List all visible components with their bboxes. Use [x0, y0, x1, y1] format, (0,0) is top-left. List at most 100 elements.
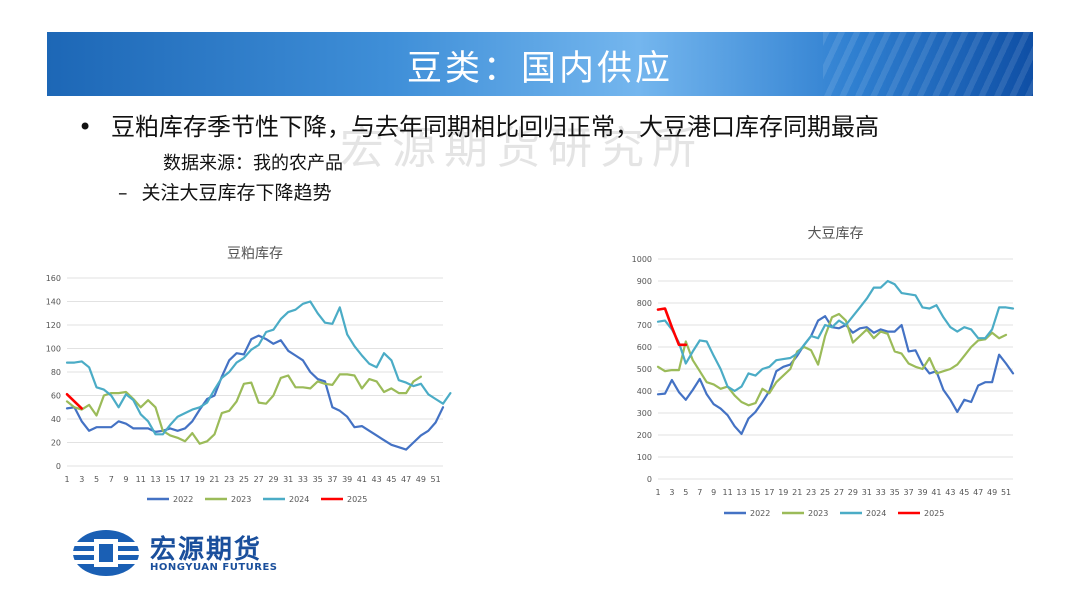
- logo-english-name: HONGYUAN FUTURES: [150, 562, 278, 573]
- y-tick-label: 0: [56, 462, 61, 471]
- x-tick-label: 29: [268, 475, 278, 484]
- legend-label-2025: 2025: [924, 509, 944, 518]
- y-tick-label: 80: [51, 368, 61, 377]
- series-line-2025: [656, 307, 688, 347]
- y-tick-label: 140: [46, 298, 61, 307]
- x-tick-label: 31: [862, 488, 872, 497]
- y-tick-label: 160: [46, 274, 61, 283]
- legend-label-2023: 2023: [808, 509, 828, 518]
- x-tick-label: 21: [792, 488, 802, 497]
- y-tick-label: 900: [637, 277, 652, 286]
- x-tick-label: 37: [327, 475, 337, 484]
- x-tick-label: 27: [834, 488, 844, 497]
- x-tick-label: 51: [1001, 488, 1011, 497]
- watermark: 宏源期货研究所: [340, 123, 704, 174]
- x-tick-label: 3: [79, 475, 84, 484]
- legend-label-2022: 2022: [750, 509, 770, 518]
- x-tick-label: 11: [723, 488, 733, 497]
- x-tick-label: 9: [711, 488, 716, 497]
- x-tick-label: 21: [209, 475, 219, 484]
- y-tick-label: 0: [647, 475, 652, 484]
- legend-label-2024: 2024: [289, 495, 309, 504]
- series-line-2023: [656, 312, 1008, 407]
- x-tick-label: 3: [669, 488, 674, 497]
- x-tick-label: 35: [313, 475, 323, 484]
- series-line-2024: [65, 300, 452, 436]
- data-source-note: 数据来源：我的农产品: [163, 153, 343, 174]
- x-tick-label: 43: [945, 488, 955, 497]
- series-line-2025: [65, 393, 84, 410]
- series-line-2023: [65, 373, 422, 445]
- page-title: 豆类：国内供应: [406, 49, 673, 89]
- x-tick-label: 1: [655, 488, 660, 497]
- x-tick-label: 15: [750, 488, 760, 497]
- legend-label-2025: 2025: [347, 495, 367, 504]
- x-tick-label: 41: [931, 488, 941, 497]
- x-tick-label: 23: [224, 475, 234, 484]
- x-tick-label: 17: [764, 488, 774, 497]
- x-tick-label: 25: [820, 488, 830, 497]
- x-tick-label: 49: [987, 488, 997, 497]
- series-line-2022: [656, 315, 1015, 435]
- title-banner: 豆类：国内供应: [47, 32, 1033, 96]
- x-tick-label: 5: [683, 488, 688, 497]
- chart-title: 豆粕库存: [227, 246, 283, 262]
- bullet-dot: •: [78, 113, 93, 141]
- legend-label-2022: 2022: [173, 495, 193, 504]
- series-line-2022: [65, 334, 445, 451]
- y-tick-label: 300: [637, 409, 652, 418]
- x-tick-label: 35: [890, 488, 900, 497]
- x-tick-label: 19: [195, 475, 205, 484]
- x-tick-label: 23: [806, 488, 816, 497]
- sub-bullet-dash: –: [118, 182, 128, 204]
- x-tick-label: 13: [150, 475, 160, 484]
- x-tick-label: 27: [254, 475, 264, 484]
- x-tick-label: 51: [431, 475, 441, 484]
- y-tick-label: 40: [51, 415, 61, 424]
- x-tick-label: 49: [416, 475, 426, 484]
- x-tick-label: 31: [283, 475, 293, 484]
- y-tick-label: 120: [46, 321, 61, 330]
- x-tick-label: 15: [165, 475, 175, 484]
- x-tick-label: 7: [697, 488, 702, 497]
- x-tick-label: 29: [848, 488, 858, 497]
- x-tick-label: 45: [959, 488, 969, 497]
- banner-stripes: [823, 32, 1033, 96]
- x-tick-label: 37: [903, 488, 913, 497]
- y-tick-label: 20: [51, 439, 61, 448]
- legend-label-2024: 2024: [866, 509, 886, 518]
- y-tick-label: 100: [46, 345, 61, 354]
- x-tick-label: 41: [357, 475, 367, 484]
- x-tick-label: 39: [342, 475, 352, 484]
- x-tick-label: 9: [123, 475, 128, 484]
- logo-mark-icon: [72, 530, 140, 576]
- x-tick-label: 17: [180, 475, 190, 484]
- y-tick-label: 60: [51, 392, 61, 401]
- y-tick-label: 700: [637, 321, 652, 330]
- bullet-text-block: 豆粕库存季节性下降，与去年同期相比回归正常，大豆港口库存同期最高数据来源：我的农…: [111, 110, 911, 181]
- y-tick-label: 400: [637, 387, 652, 396]
- sub-bullet: – 关注大豆库存下降趋势: [118, 178, 332, 205]
- series-line-2024: [656, 279, 1015, 393]
- x-tick-label: 33: [876, 488, 886, 497]
- chart-title: 大豆库存: [808, 226, 864, 242]
- x-tick-label: 11: [136, 475, 146, 484]
- x-tick-label: 47: [401, 475, 411, 484]
- y-tick-label: 100: [637, 453, 652, 462]
- x-tick-label: 19: [778, 488, 788, 497]
- logo-chinese-name: 宏源期货: [150, 535, 263, 565]
- sub-bullet-text: 关注大豆库存下降趋势: [141, 182, 332, 204]
- x-tick-label: 43: [372, 475, 382, 484]
- x-tick-label: 47: [973, 488, 983, 497]
- y-tick-label: 800: [637, 299, 652, 308]
- bullet-main-text: 豆粕库存季节性下降，与去年同期相比回归正常，大豆港口库存同期最高: [111, 113, 879, 141]
- x-tick-label: 7: [109, 475, 114, 484]
- legend-label-2023: 2023: [231, 495, 251, 504]
- y-tick-label: 500: [637, 365, 652, 374]
- x-tick-label: 25: [239, 475, 249, 484]
- y-tick-label: 1000: [632, 255, 652, 264]
- x-tick-label: 45: [386, 475, 396, 484]
- company-logo: 宏源期货 HONGYUAN FUTURES: [72, 527, 312, 579]
